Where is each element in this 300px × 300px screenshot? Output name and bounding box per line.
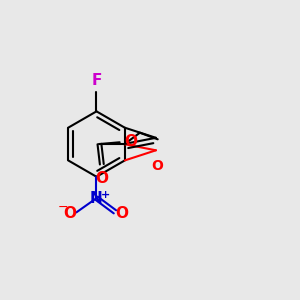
Text: O: O [63,206,76,221]
Text: −: − [58,201,68,214]
Text: O: O [95,171,108,186]
Text: O: O [152,159,163,172]
Text: F: F [91,74,102,88]
Text: O: O [124,134,137,148]
Text: O: O [115,206,128,221]
Text: +: + [101,190,110,200]
Text: N: N [90,191,103,206]
